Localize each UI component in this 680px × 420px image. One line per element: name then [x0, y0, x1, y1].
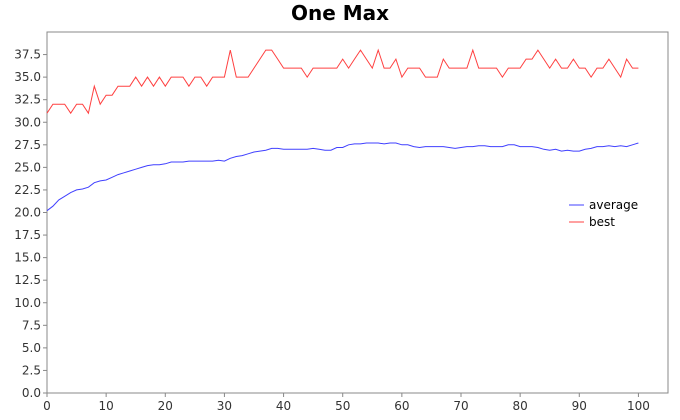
- y-tick-label: 32.5: [14, 93, 41, 107]
- plot-area-border: [47, 32, 668, 393]
- x-axis: 0 10 20 30 40 50 60 70 80 90 100: [43, 393, 650, 413]
- y-tick-label: 37.5: [14, 48, 41, 62]
- y-tick-label: 27.5: [14, 138, 41, 152]
- x-tick-label: 20: [158, 399, 173, 413]
- y-tick-label: 30.0: [14, 115, 41, 129]
- y-tick-label: 25.0: [14, 160, 41, 174]
- x-tick-label: 80: [513, 399, 528, 413]
- x-tick-label: 0: [43, 399, 51, 413]
- series-line-average: [47, 143, 638, 211]
- y-tick-label: 7.5: [22, 318, 41, 332]
- y-tick-label: 35.0: [14, 70, 41, 84]
- legend-label-best: best: [589, 215, 615, 229]
- legend-label-average: average: [589, 198, 638, 212]
- y-tick-label: 0.0: [22, 386, 41, 400]
- series-layer: [47, 50, 638, 211]
- x-tick-label: 60: [394, 399, 409, 413]
- series-line-best: [47, 50, 638, 113]
- x-tick-label: 10: [99, 399, 114, 413]
- plot-frame: [47, 32, 668, 393]
- y-tick-label: 22.5: [14, 183, 41, 197]
- y-tick-label: 5.0: [22, 341, 41, 355]
- chart-title: One Max: [291, 1, 389, 25]
- x-tick-label: 70: [453, 399, 468, 413]
- y-tick-label: 20.0: [14, 206, 41, 220]
- y-tick-label: 15.0: [14, 251, 41, 265]
- x-tick-label: 90: [572, 399, 587, 413]
- y-tick-label: 12.5: [14, 273, 41, 287]
- y-axis: 0.0 2.5 5.0 7.5 10.0 12.5 15.0 17.5 20.0 22.5 25.0…: [14, 48, 47, 400]
- y-tick-label: 17.5: [14, 228, 41, 242]
- x-tick-label: 50: [335, 399, 350, 413]
- x-tick-label: 30: [217, 399, 232, 413]
- y-tick-label: 2.5: [22, 363, 41, 377]
- x-tick-label: 100: [627, 399, 650, 413]
- legend: average best: [569, 198, 638, 229]
- x-tick-label: 40: [276, 399, 291, 413]
- y-tick-label: 10.0: [14, 296, 41, 310]
